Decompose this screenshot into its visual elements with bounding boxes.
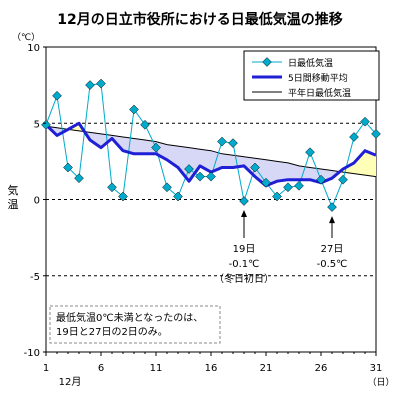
below-normal-shading — [266, 159, 277, 186]
daily-minimum-point — [63, 162, 73, 173]
daily-minimum-point — [283, 182, 293, 193]
x-tick-label: 26 — [315, 363, 328, 374]
note-line-1: 最低気温0℃未満となったのは、 — [56, 311, 203, 324]
annotations: 19日 -0.1℃ （冬日初日） 27日 -0.5℃ — [214, 210, 347, 285]
annotation-arrowhead — [241, 210, 247, 218]
daily-minimum-point — [195, 171, 205, 182]
daily-minimum-point — [140, 119, 150, 130]
annotation-text: -0.1℃ — [229, 259, 260, 270]
x-axis-unit-label: （日） — [367, 377, 394, 388]
daily-minimum-point — [74, 173, 84, 184]
below-normal-shading — [222, 153, 233, 168]
daily-minimum-point — [360, 116, 370, 127]
daily-minimum-point — [371, 129, 381, 139]
annotation-text: 19日 — [233, 244, 256, 255]
daily-minimum-point — [184, 164, 194, 174]
y-tick-label: -10 — [24, 348, 40, 359]
daily-minimum-point — [173, 191, 183, 202]
y-tick-label: 10 — [27, 43, 40, 54]
x-tick-label: 16 — [205, 363, 218, 374]
daily-minimum-point — [206, 171, 216, 182]
below-normal-shading — [178, 146, 189, 182]
below-normal-shading — [134, 138, 145, 154]
daily-minimum-point — [316, 174, 326, 185]
legend: 日最低気温 5日間移動平均 平年日最低気温 — [243, 50, 380, 101]
y-axis-label-char: 温 — [8, 198, 19, 211]
daily-minimum-point — [96, 78, 106, 89]
legend-label-normal: 平年日最低気温 — [288, 87, 351, 99]
daily-minimum-point — [272, 191, 282, 202]
daily-minimum-point — [162, 182, 172, 193]
daily-minimum-point — [305, 147, 315, 158]
daily-minimum-point — [129, 104, 139, 115]
normal-temperature-line — [45, 125, 377, 178]
daily-minimum-point — [261, 177, 271, 188]
x-tick-label: 6 — [98, 363, 104, 374]
daily-minimum-point — [338, 174, 348, 185]
below-normal-shading — [145, 140, 156, 154]
below-normal-shading — [123, 137, 134, 154]
plot-area — [41, 46, 381, 353]
daily-minimum-point — [349, 132, 359, 142]
note-line-2: 19日と27日の2日のみ。 — [56, 326, 168, 338]
below-normal-shading — [288, 162, 299, 180]
legend-label-moving-average: 5日間移動平均 — [288, 72, 348, 84]
below-normal-shading — [47, 126, 57, 136]
daily-minimum-point — [107, 182, 117, 193]
note-frame — [49, 305, 221, 344]
daily-minimum-point — [151, 142, 161, 153]
above-normal-shading — [354, 150, 365, 176]
annotation-arrowhead — [329, 216, 335, 224]
note-box: 最低気温0℃未満となったのは、 19日と27日の2日のみ。 — [49, 305, 221, 344]
daily-minimum-point — [52, 90, 62, 101]
daily-minimum-point — [118, 191, 128, 202]
daily-minimum-point — [250, 162, 260, 173]
x-tick-label: 11 — [150, 363, 163, 374]
legend-marker-daily — [262, 57, 272, 67]
above-normal-shading — [365, 150, 376, 177]
y-unit-label: （℃） — [12, 32, 40, 43]
daily-minimum-point — [217, 136, 227, 147]
below-normal-shading — [90, 132, 101, 148]
y-tick-label: -5 — [30, 272, 40, 283]
annotation-text: （冬日初日） — [214, 272, 274, 285]
daily-minimum-point — [85, 80, 95, 90]
x-axis-month-label: 12月 — [59, 376, 82, 388]
daily-minimum-point — [228, 138, 238, 148]
chart-title: 12月の日立市役所における日最低気温の推移 — [57, 11, 342, 28]
annotation-text: 27日 — [321, 244, 344, 255]
y-tick-label: 0 — [34, 196, 40, 207]
below-normal-shading — [189, 147, 200, 182]
y-axis-label-char: 気 — [8, 183, 19, 197]
x-tick-label: 1 — [43, 363, 49, 374]
y-axis-label: 気温 — [8, 183, 19, 211]
below-normal-shading — [277, 161, 288, 182]
daily-minimum-point — [239, 196, 249, 206]
daily-minimum-point — [327, 202, 337, 212]
x-tick-label: 31 — [370, 363, 383, 374]
daily-minimum-point — [294, 180, 304, 191]
x-tick-label: 21 — [260, 363, 273, 374]
annotation-text: -0.5℃ — [317, 259, 348, 270]
below-normal-shading — [244, 156, 255, 177]
legend-label-daily: 日最低気温 — [288, 57, 333, 69]
y-tick-label: 5 — [34, 119, 40, 130]
below-normal-shading — [167, 144, 178, 168]
